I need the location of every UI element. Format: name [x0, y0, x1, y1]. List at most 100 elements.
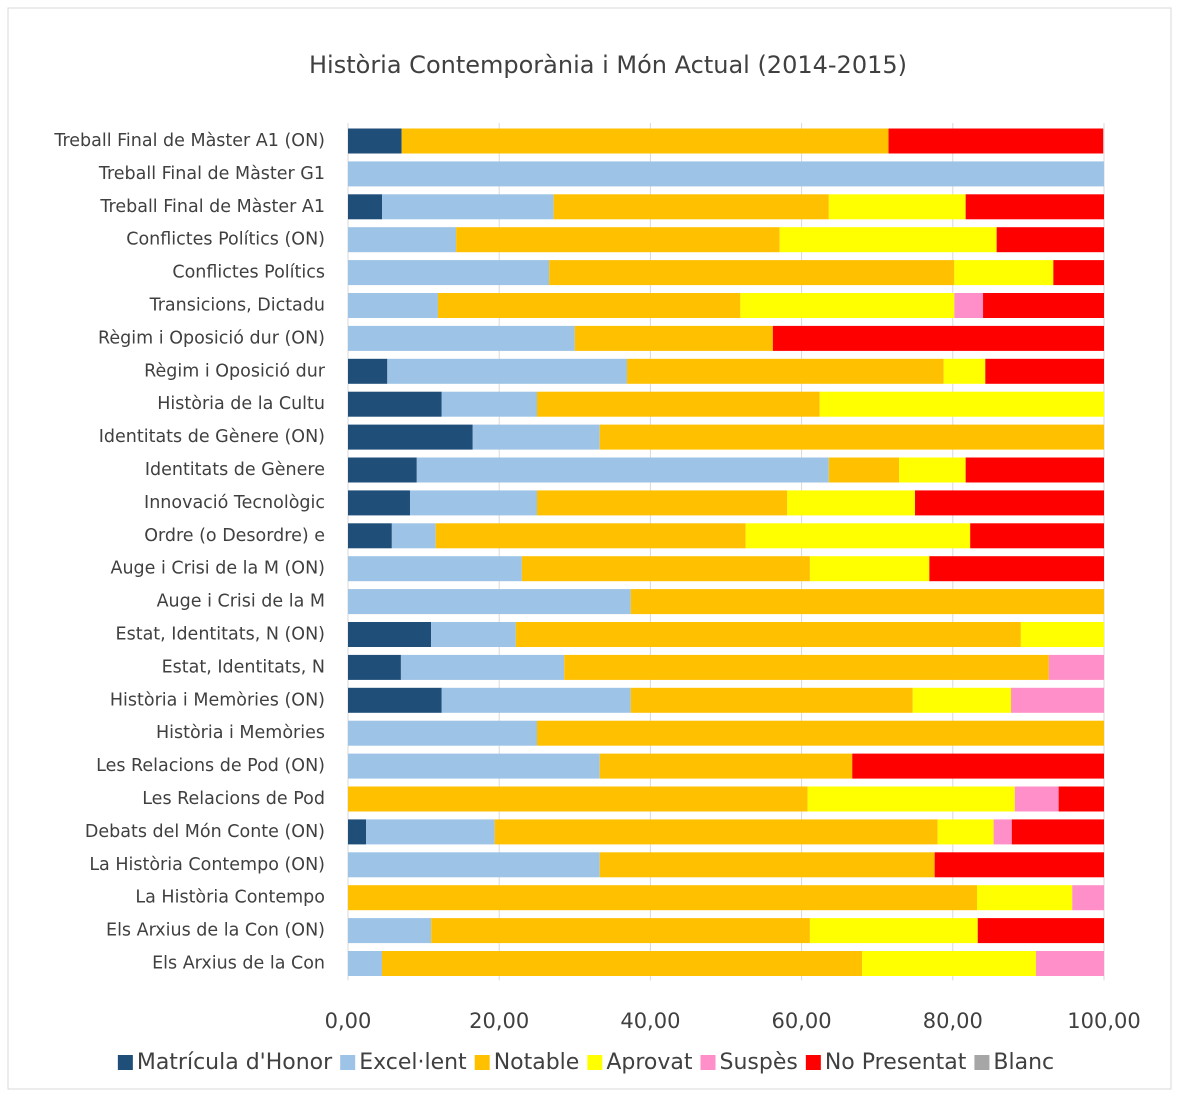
- legend-swatch: [587, 1055, 603, 1070]
- y-tick-label: Conflictes Polítics (ON): [126, 230, 325, 250]
- bar-segment: [537, 720, 1104, 746]
- y-tick-label: Règim i Oposició dur: [144, 361, 326, 381]
- x-tick-label: 40,00: [620, 1009, 680, 1033]
- bar-segment: [348, 391, 442, 417]
- bar-segment: [549, 260, 955, 286]
- bar-segment: [537, 490, 788, 516]
- bar-segment: [1035, 951, 1104, 976]
- bar-segment: [934, 852, 1104, 878]
- bar-segment: [954, 260, 1054, 286]
- legend-item: Matrícula d'Honor: [117, 1050, 333, 1075]
- bar-segment: [366, 819, 495, 845]
- y-tick-label: Història i Memòries: [156, 723, 325, 743]
- bar-segment: [348, 885, 977, 911]
- bar-segment: [382, 194, 554, 220]
- y-tick-label: Els Arxius de la Con (ON): [106, 921, 325, 941]
- bar-segment: [348, 358, 388, 384]
- bar-segment: [954, 293, 984, 318]
- legend-item: Aprovat: [587, 1050, 693, 1075]
- legend-label: Matrícula d'Honor: [137, 1050, 333, 1075]
- y-tick-label: Història i Memòries (ON): [110, 690, 325, 710]
- bar-segment: [929, 556, 1104, 582]
- bar-segment: [348, 161, 1104, 187]
- x-tick-label: 0,00: [325, 1009, 372, 1033]
- bar-segment: [348, 753, 600, 779]
- y-tick-label: Història de la Cultu: [157, 394, 325, 414]
- bar-segment: [993, 819, 1012, 845]
- bar-segment: [977, 918, 1104, 944]
- bar-segment: [626, 358, 944, 384]
- bar-segment: [348, 819, 367, 845]
- bar-segment: [828, 194, 966, 220]
- bar-segment: [828, 457, 900, 483]
- legend-swatch: [700, 1055, 716, 1070]
- bar-segment: [348, 523, 392, 549]
- bar-segment: [807, 786, 1015, 812]
- bar-segment: [888, 128, 1104, 154]
- bar-segment: [431, 622, 516, 647]
- y-tick-label: Treball Final de Màster A1: [99, 197, 325, 217]
- bar-segment: [553, 194, 829, 220]
- y-tick-label: Estat, Identitats, N: [162, 657, 325, 677]
- legend-swatch: [117, 1055, 133, 1070]
- bar-segment: [1072, 885, 1104, 911]
- bar-segment: [564, 654, 1049, 680]
- bar-segment: [348, 687, 442, 713]
- bar-segment: [348, 852, 600, 878]
- bar-segment: [852, 753, 1104, 779]
- bar-segment: [915, 490, 1104, 516]
- bar-segment: [348, 654, 401, 680]
- y-tick-label: Ordre (o Desordre) e: [144, 526, 325, 546]
- bar-segment: [740, 293, 955, 318]
- y-tick-label: Treball Final de Màster A1 (ON): [53, 131, 325, 151]
- y-tick-label: Innovació Tecnològic: [144, 493, 325, 513]
- bar-segment: [1048, 654, 1104, 680]
- bar-segment: [1058, 786, 1104, 812]
- y-tick-label: Treball Final de Màster G1: [98, 164, 325, 184]
- legend-swatch: [474, 1055, 490, 1070]
- bar-segment: [416, 457, 829, 483]
- bar-segment: [630, 589, 1104, 615]
- bar-segment: [441, 687, 631, 713]
- bar-segment: [387, 358, 627, 384]
- x-tick-label: 60,00: [772, 1009, 832, 1033]
- bar-segment: [401, 128, 889, 154]
- y-tick-label: La Història Contempo: [135, 888, 325, 908]
- bar-segment: [985, 358, 1104, 384]
- bar-segment: [521, 556, 810, 582]
- bar-segment: [965, 194, 1104, 220]
- bar-segment: [431, 918, 810, 944]
- bar-segment: [912, 687, 1012, 713]
- bar-segment: [779, 227, 997, 253]
- bar-segment: [400, 654, 565, 680]
- bar-segment: [456, 227, 780, 253]
- bar-segment: [809, 556, 930, 582]
- x-tick-label: 100,00: [1067, 1009, 1140, 1033]
- legend-item: Suspès: [700, 1050, 798, 1075]
- bar-segment: [809, 918, 978, 944]
- y-tick-label: Règim i Oposició dur (ON): [98, 328, 325, 348]
- legend-swatch: [340, 1055, 356, 1070]
- bar-segment: [772, 325, 1104, 351]
- legend-swatch: [974, 1055, 990, 1070]
- bar-segment: [435, 523, 746, 549]
- y-tick-label: La Història Contempo (ON): [89, 855, 325, 875]
- bar-segment: [382, 951, 863, 976]
- y-tick-label: Identitats de Gènere: [145, 460, 325, 480]
- bar-segment: [745, 523, 971, 549]
- bar-segment: [937, 819, 994, 845]
- bar-segment: [348, 786, 808, 812]
- bar-segment: [348, 293, 438, 318]
- bar-segment: [996, 227, 1104, 253]
- legend-item: Excel·lent: [340, 1050, 467, 1075]
- y-tick-label: Debats del Món Conte (ON): [85, 822, 325, 842]
- bar-segment: [787, 490, 915, 516]
- bar-segment: [348, 918, 432, 944]
- y-tick-label: Auge i Crisi de la M: [157, 592, 325, 612]
- bar-segment: [862, 951, 1036, 976]
- bar-segment: [348, 457, 417, 483]
- bar-segment: [1053, 260, 1104, 286]
- legend-label: Aprovat: [606, 1050, 693, 1075]
- bar-segment: [970, 523, 1104, 549]
